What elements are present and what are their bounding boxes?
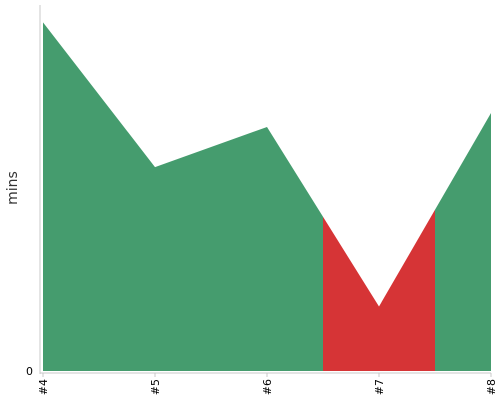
area-segment-red-highlight: [323, 209, 435, 371]
x-tick-label: #7: [373, 379, 386, 395]
x-tick-label: #8: [485, 379, 498, 395]
x-ticks: #4 #5 #6 #7 #8: [37, 373, 498, 395]
area-series: [43, 22, 491, 372]
area-segment-green-left: [43, 22, 323, 372]
y-axis-label: mins: [5, 171, 21, 205]
x-tick-label: #6: [261, 379, 274, 395]
x-tick-label: #5: [149, 379, 162, 395]
x-tick-label: #4: [37, 379, 50, 395]
y-tick-label-0: 0: [26, 365, 33, 378]
area-segment-green-right: [435, 113, 491, 371]
